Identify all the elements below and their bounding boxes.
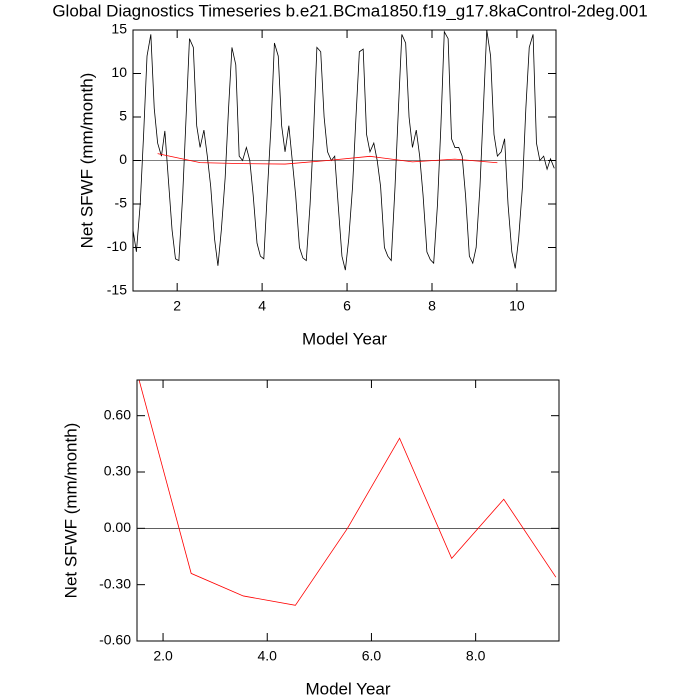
y-tick-label: -15	[107, 282, 127, 298]
line-series	[132, 29, 555, 271]
x-tick-label: 8.0	[466, 648, 486, 664]
plot-frame	[136, 379, 560, 642]
y-tick-label: 15	[111, 21, 127, 37]
y-tick-label: 5	[119, 108, 127, 124]
x-axis-label: Model Year	[305, 679, 390, 698]
y-axis-label: Net SFWF (mm/month)	[61, 423, 80, 599]
x-tick-label: 6	[343, 298, 351, 314]
x-tick-label: 2	[173, 298, 181, 314]
y-tick-label: -10	[107, 238, 127, 254]
x-axis-label: Model Year	[302, 329, 387, 348]
x-tick-label: 4.0	[258, 648, 278, 664]
y-tick-label: 0.30	[104, 463, 131, 479]
x-tick-label: 6.0	[362, 648, 382, 664]
y-tick-label: -0.60	[99, 632, 131, 648]
y-tick-label: 0.00	[104, 519, 131, 535]
y-tick-label: 0.60	[104, 406, 131, 422]
x-tick-label: 8	[428, 298, 436, 314]
y-tick-label: 10	[111, 64, 127, 80]
chart-title: Global Diagnostics Timeseries b.e21.BCma…	[52, 1, 647, 20]
x-tick-label: 2.0	[153, 648, 173, 664]
y-axis-label: Net SFWF (mm/month)	[77, 73, 96, 249]
line-series	[138, 379, 557, 606]
y-tick-label: -5	[115, 195, 128, 211]
x-tick-label: 4	[258, 298, 266, 314]
line-series	[157, 153, 498, 165]
y-tick-label: 0	[119, 151, 127, 167]
y-tick-label: -0.30	[99, 575, 131, 591]
x-tick-label: 10	[509, 298, 525, 314]
